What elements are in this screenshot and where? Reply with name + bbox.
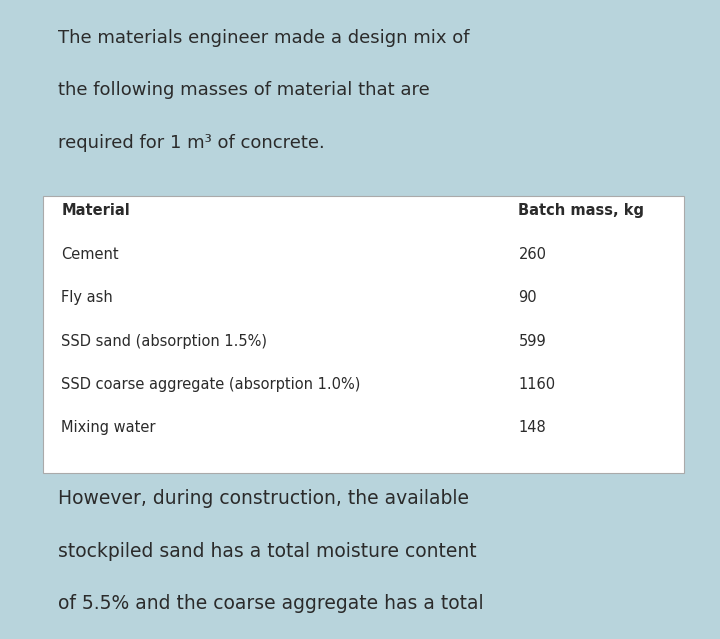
Text: 260: 260 — [518, 247, 546, 261]
Text: However, during construction, the available: However, during construction, the availa… — [58, 489, 469, 509]
Text: Fly ash: Fly ash — [61, 290, 113, 305]
Text: Cement: Cement — [61, 247, 119, 261]
FancyBboxPatch shape — [43, 196, 684, 473]
Text: Mixing water: Mixing water — [61, 420, 156, 435]
Text: 90: 90 — [518, 290, 537, 305]
Text: 1160: 1160 — [518, 377, 556, 392]
Text: the following masses of material that are: the following masses of material that ar… — [58, 81, 429, 99]
Text: of 5.5% and the coarse aggregate has a total: of 5.5% and the coarse aggregate has a t… — [58, 594, 483, 613]
Text: The materials engineer made a design mix of: The materials engineer made a design mix… — [58, 29, 469, 47]
Text: SSD sand (absorption 1.5%): SSD sand (absorption 1.5%) — [61, 334, 267, 348]
Text: 148: 148 — [518, 420, 546, 435]
Text: Material: Material — [61, 203, 130, 218]
Text: Batch mass, kg: Batch mass, kg — [518, 203, 644, 218]
Text: 599: 599 — [518, 334, 546, 348]
Text: required for 1 m³ of concrete.: required for 1 m³ of concrete. — [58, 134, 324, 151]
Text: stockpiled sand has a total moisture content: stockpiled sand has a total moisture con… — [58, 542, 476, 561]
Text: SSD coarse aggregate (absorption 1.0%): SSD coarse aggregate (absorption 1.0%) — [61, 377, 361, 392]
